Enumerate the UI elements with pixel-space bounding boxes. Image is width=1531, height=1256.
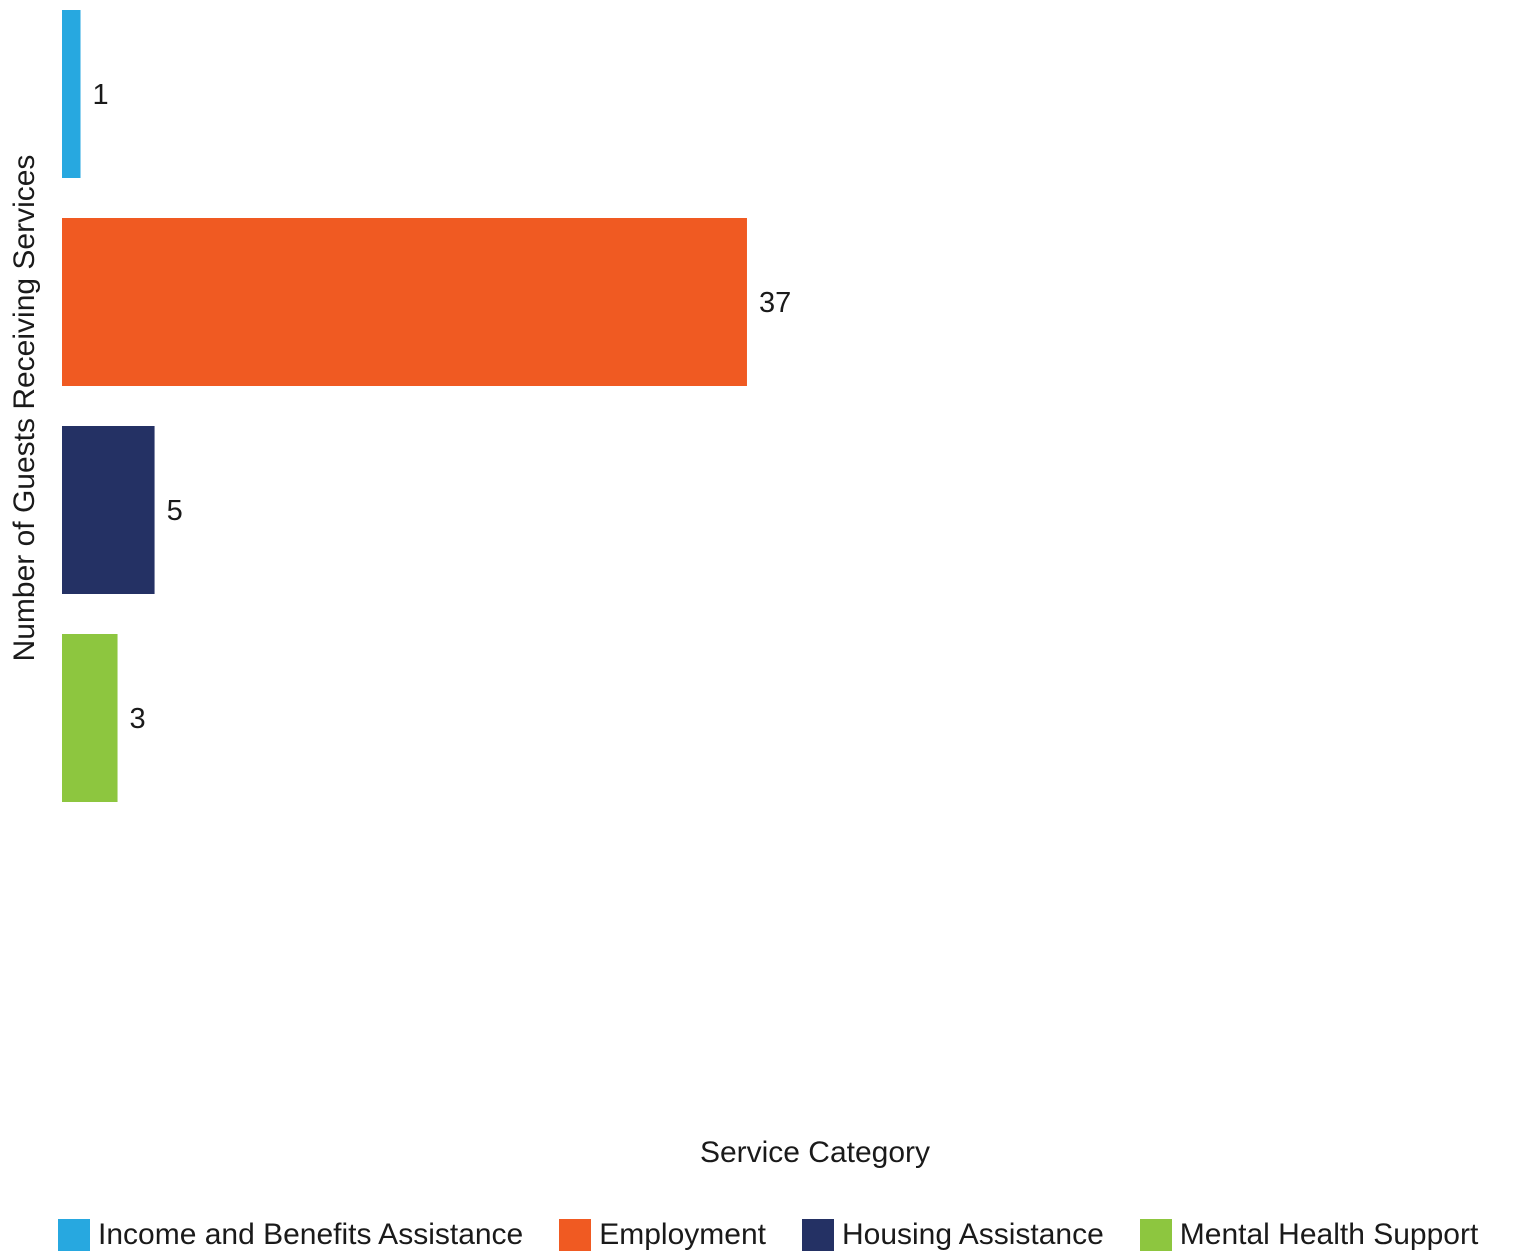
data-label-employment: 37 (759, 287, 791, 319)
bar-housing-assistance (62, 426, 155, 594)
legend-item-income-and-benefits-assistance: Income and Benefits Assistance (58, 1218, 523, 1252)
legend: Income and Benefits Assistance Employment… (58, 1218, 1478, 1252)
legend-item-housing-assistance: Housing Assistance (801, 1218, 1104, 1252)
data-labels: 1 37 5 3 (93, 79, 792, 735)
legend-swatch (58, 1219, 90, 1251)
bar-employment (62, 218, 747, 386)
legend-item-employment: Employment (559, 1218, 766, 1252)
y-axis-label: Number of Guests Receiving Services (8, 155, 41, 662)
bar-mental-health-support (62, 634, 118, 802)
legend-label: Income and Benefits Assistance (98, 1218, 524, 1251)
bars (62, 10, 747, 802)
x-axis-label: Service Category (700, 1136, 930, 1169)
legend-swatch (559, 1219, 592, 1251)
legend-label: Mental Health Support (1179, 1218, 1479, 1251)
legend-label: Employment (599, 1218, 766, 1251)
legend-swatch (1139, 1219, 1172, 1251)
data-label-income-and-benefits-assistance: 1 (93, 79, 109, 111)
data-label-mental-health-support: 3 (130, 703, 146, 735)
legend-item-mental-health-support: Mental Health Support (1139, 1218, 1479, 1252)
data-label-housing-assistance: 5 (167, 495, 183, 527)
bar-income-and-benefits-assistance (62, 10, 81, 178)
legend-label: Housing Assistance (841, 1218, 1104, 1251)
legend-swatch (801, 1219, 834, 1251)
